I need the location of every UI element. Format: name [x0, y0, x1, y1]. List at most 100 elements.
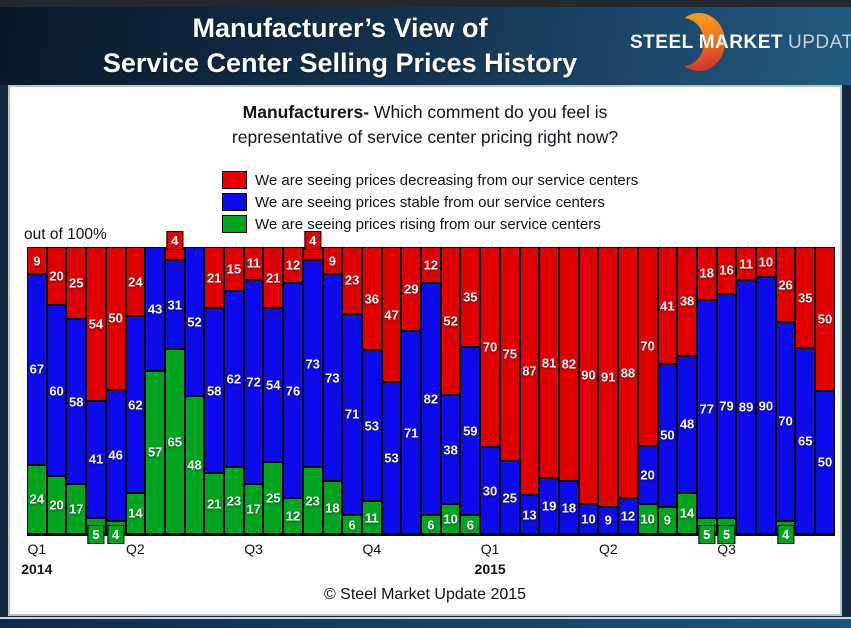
bar-value-label: 6 — [427, 517, 435, 533]
segment-decreasing-bar-22: 52 — [440, 247, 461, 396]
bar-value-label: 14 — [128, 505, 143, 521]
bar-value-label: 71 — [403, 425, 419, 441]
bar-value-label: 35 — [798, 290, 813, 306]
survey-question-lead: Manufacturers- — [242, 102, 370, 122]
segment-decreasing-bar-37: 11 — [736, 247, 757, 281]
segment-stable-bar-22: 38 — [440, 395, 461, 504]
bar-11: 15 62 23 — [224, 247, 244, 534]
segment-stable-bar-34: 48 — [677, 355, 697, 493]
segment-stable-bar-29: 10 — [578, 503, 599, 534]
bar-value-label: 36 — [364, 291, 380, 307]
segment-stable-bar-25: 25 — [499, 461, 520, 534]
segment-rising-bar-1: 24 — [27, 464, 47, 534]
bar-value-label: 4 — [166, 231, 184, 250]
bar-value-label: 43 — [147, 301, 163, 317]
bar-value-label: 90 — [758, 398, 774, 414]
bar-value-label: 73 — [325, 370, 340, 386]
logo-word-market: MARKET — [698, 32, 784, 53]
segment-rising-bar-14: 12 — [283, 498, 303, 534]
plot-area: 9 67 24 20 60 20 25 58 17 54 41 5 50 46 4 24 62 14 43 57 4 31… — [27, 231, 835, 544]
bar-value-label: 19 — [541, 498, 557, 514]
bar-value-label: 79 — [719, 398, 734, 414]
bar-value-label: 12 — [620, 508, 636, 524]
bar-value-label: 48 — [187, 457, 202, 473]
segment-stable-bar-3: 58 — [66, 319, 87, 485]
bar-value-label: 72 — [246, 374, 261, 390]
bar-value-label: 41 — [660, 298, 675, 314]
segment-decreasing-bar-35: 18 — [696, 247, 717, 300]
segment-rising-bar-8: 65 — [164, 349, 185, 534]
bar-value-label: 87 — [522, 363, 537, 379]
legend-row-3: We are seeing prices rising from our ser… — [222, 213, 638, 235]
segment-stable-bar-28: 18 — [558, 481, 579, 534]
copyright-footer: © Steel Market Update 2015 — [323, 586, 527, 603]
segment-stable-bar-40: 65 — [795, 348, 816, 534]
segment-decreasing-bar-2: 20 — [46, 247, 67, 306]
segment-decreasing-bar-13: 21 — [263, 247, 284, 309]
bar-value-label: 70 — [482, 339, 498, 355]
bar-value-label: 90 — [581, 367, 596, 383]
bar-25: 75 25 — [499, 247, 520, 534]
segment-rising-bar-16: 18 — [322, 481, 343, 534]
slide-header: Manufacturer’s View of Service Center Se… — [0, 0, 851, 85]
survey-question-line1: Manufacturers- Which comment do you feel… — [10, 100, 840, 125]
x-tick-q1-2015: Q1 2015 — [475, 541, 506, 577]
bar-30: 91 9 — [598, 247, 619, 534]
segment-decreasing-bar-4: 54 — [86, 247, 106, 401]
bar-1: 9 67 24 — [27, 247, 47, 534]
segment-decreasing-bar-30: 91 — [598, 247, 619, 507]
segment-rising-bar-12: 17 — [243, 484, 264, 534]
axis-note: out of 100% — [24, 226, 107, 243]
bar-15: 4 73 23 — [302, 231, 323, 534]
page-title: Manufacturer’s View of Service Center Se… — [40, 11, 640, 81]
segment-stable-bar-30: 9 — [598, 506, 619, 534]
bar-value-label: 9 — [33, 253, 41, 269]
x-axis: Q1 2014 Q2 Q3 Q4 Q1 2015 Q2 Q3 — [21, 541, 835, 589]
segment-rising-bar-5: 4 — [105, 520, 126, 544]
segment-rising-bar-10: 21 — [204, 473, 225, 535]
legend-label: We are seeing prices rising from our ser… — [255, 215, 601, 233]
segment-rising-bar-17: 6 — [342, 515, 362, 534]
x-tick-q2: Q2 — [126, 541, 145, 557]
bar-value-label: 53 — [364, 418, 380, 434]
bar-value-label: 18 — [325, 500, 340, 516]
segment-decreasing-bar-24: 70 — [480, 247, 500, 448]
segment-decreasing-bar-10: 21 — [204, 247, 225, 309]
segment-decreasing-bar-8: 4 — [164, 231, 185, 261]
bar-value-label: 54 — [88, 316, 104, 332]
segment-decreasing-bar-28: 82 — [558, 247, 579, 482]
segment-decreasing-bar-32: 70 — [637, 247, 658, 446]
bar-38: 10 90 — [756, 247, 776, 534]
bar-value-label: 10 — [758, 254, 774, 270]
bar-value-label: 10 — [640, 511, 655, 527]
bar-value-label: 52 — [187, 314, 202, 330]
bar-22: 52 38 10 — [440, 247, 461, 534]
bar-value-label: 91 — [601, 369, 616, 385]
bar-value-label: 73 — [305, 356, 320, 372]
bar-value-label: 62 — [226, 371, 242, 387]
bar-value-label: 71 — [344, 406, 360, 422]
bar-value-label: 89 — [738, 399, 754, 415]
segment-decreasing-bar-20: 29 — [401, 247, 422, 332]
steel-market-update-logo: STEELMARKETUPDATE — [630, 10, 851, 74]
bar-value-label: 6 — [348, 517, 356, 533]
year-label: 2015 — [474, 561, 506, 577]
bar-value-label: 54 — [266, 377, 281, 393]
quarter-label: Q1 — [27, 541, 47, 557]
segment-decreasing-bar-29: 90 — [578, 247, 599, 504]
bar-value-label: 82 — [561, 356, 577, 372]
bar-value-label: 16 — [719, 262, 734, 278]
bar-value-label: 23 — [344, 272, 360, 288]
segment-decreasing-bar-18: 36 — [361, 247, 382, 351]
x-tick-q1-2014: Q1 2014 — [21, 541, 52, 577]
bar-value-label: 60 — [49, 383, 64, 398]
segment-rising-bar-22: 10 — [440, 503, 461, 534]
segment-rising-bar-2: 20 — [46, 475, 67, 534]
bar-value-label: 58 — [69, 394, 84, 410]
segment-decreasing-bar-38: 10 — [756, 247, 776, 278]
bar-value-label: 9 — [663, 512, 671, 528]
legend-row-2: We are seeing prices stable from our ser… — [222, 191, 638, 213]
bar-24: 70 30 — [480, 247, 500, 534]
bar-value-label: 21 — [206, 270, 222, 285]
bar-13: 21 54 25 — [263, 247, 284, 534]
